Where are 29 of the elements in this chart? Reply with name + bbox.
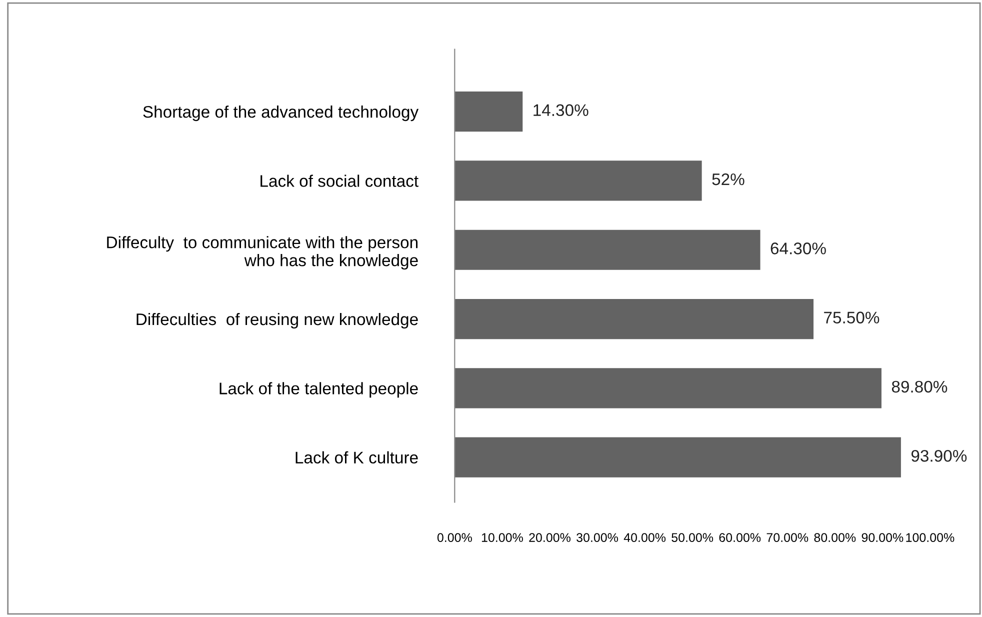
x-tick-label: 0.00% [437, 533, 472, 542]
y-tick-label: Diffeculty to communicate with the person who has the knowledge [107, 236, 418, 270]
y-tick-label: Diffeculties of reusing new knowledge [136, 312, 418, 329]
x-tick-label: 60.00% [719, 533, 761, 542]
bar [454, 160, 702, 201]
bar [454, 437, 901, 478]
bar [454, 230, 760, 270]
y-tick-label: Lack of K culture [296, 451, 418, 464]
bar [454, 298, 814, 340]
bar [454, 92, 523, 132]
y-tick-label: Lack of the talented people [220, 382, 418, 398]
data-label: 52% [712, 173, 744, 186]
x-tick-label: 50.00% [672, 533, 714, 542]
data-label: 75.50% [824, 312, 880, 324]
data-label: 14.30% [534, 104, 588, 116]
x-tick-label: 80.00% [814, 533, 856, 542]
data-label: 64.30% [770, 242, 826, 254]
y-tick-label: Lack of social contact [260, 174, 418, 187]
bar [454, 368, 882, 408]
data-label: 93.90% [911, 450, 967, 462]
x-tick-label: 30.00% [576, 533, 618, 542]
x-tick-label: 10.00% [482, 533, 523, 542]
data-label: 89.80% [892, 380, 948, 393]
x-tick-label: 90.00% [862, 533, 904, 542]
x-tick-label: 100.00% [906, 533, 954, 542]
x-tick-label: 70.00% [766, 533, 808, 542]
x-tick-label: 20.00% [529, 533, 570, 542]
x-tick-label: 40.00% [624, 533, 666, 542]
y-tick-label: Shortage of the advanced technology [143, 106, 419, 122]
